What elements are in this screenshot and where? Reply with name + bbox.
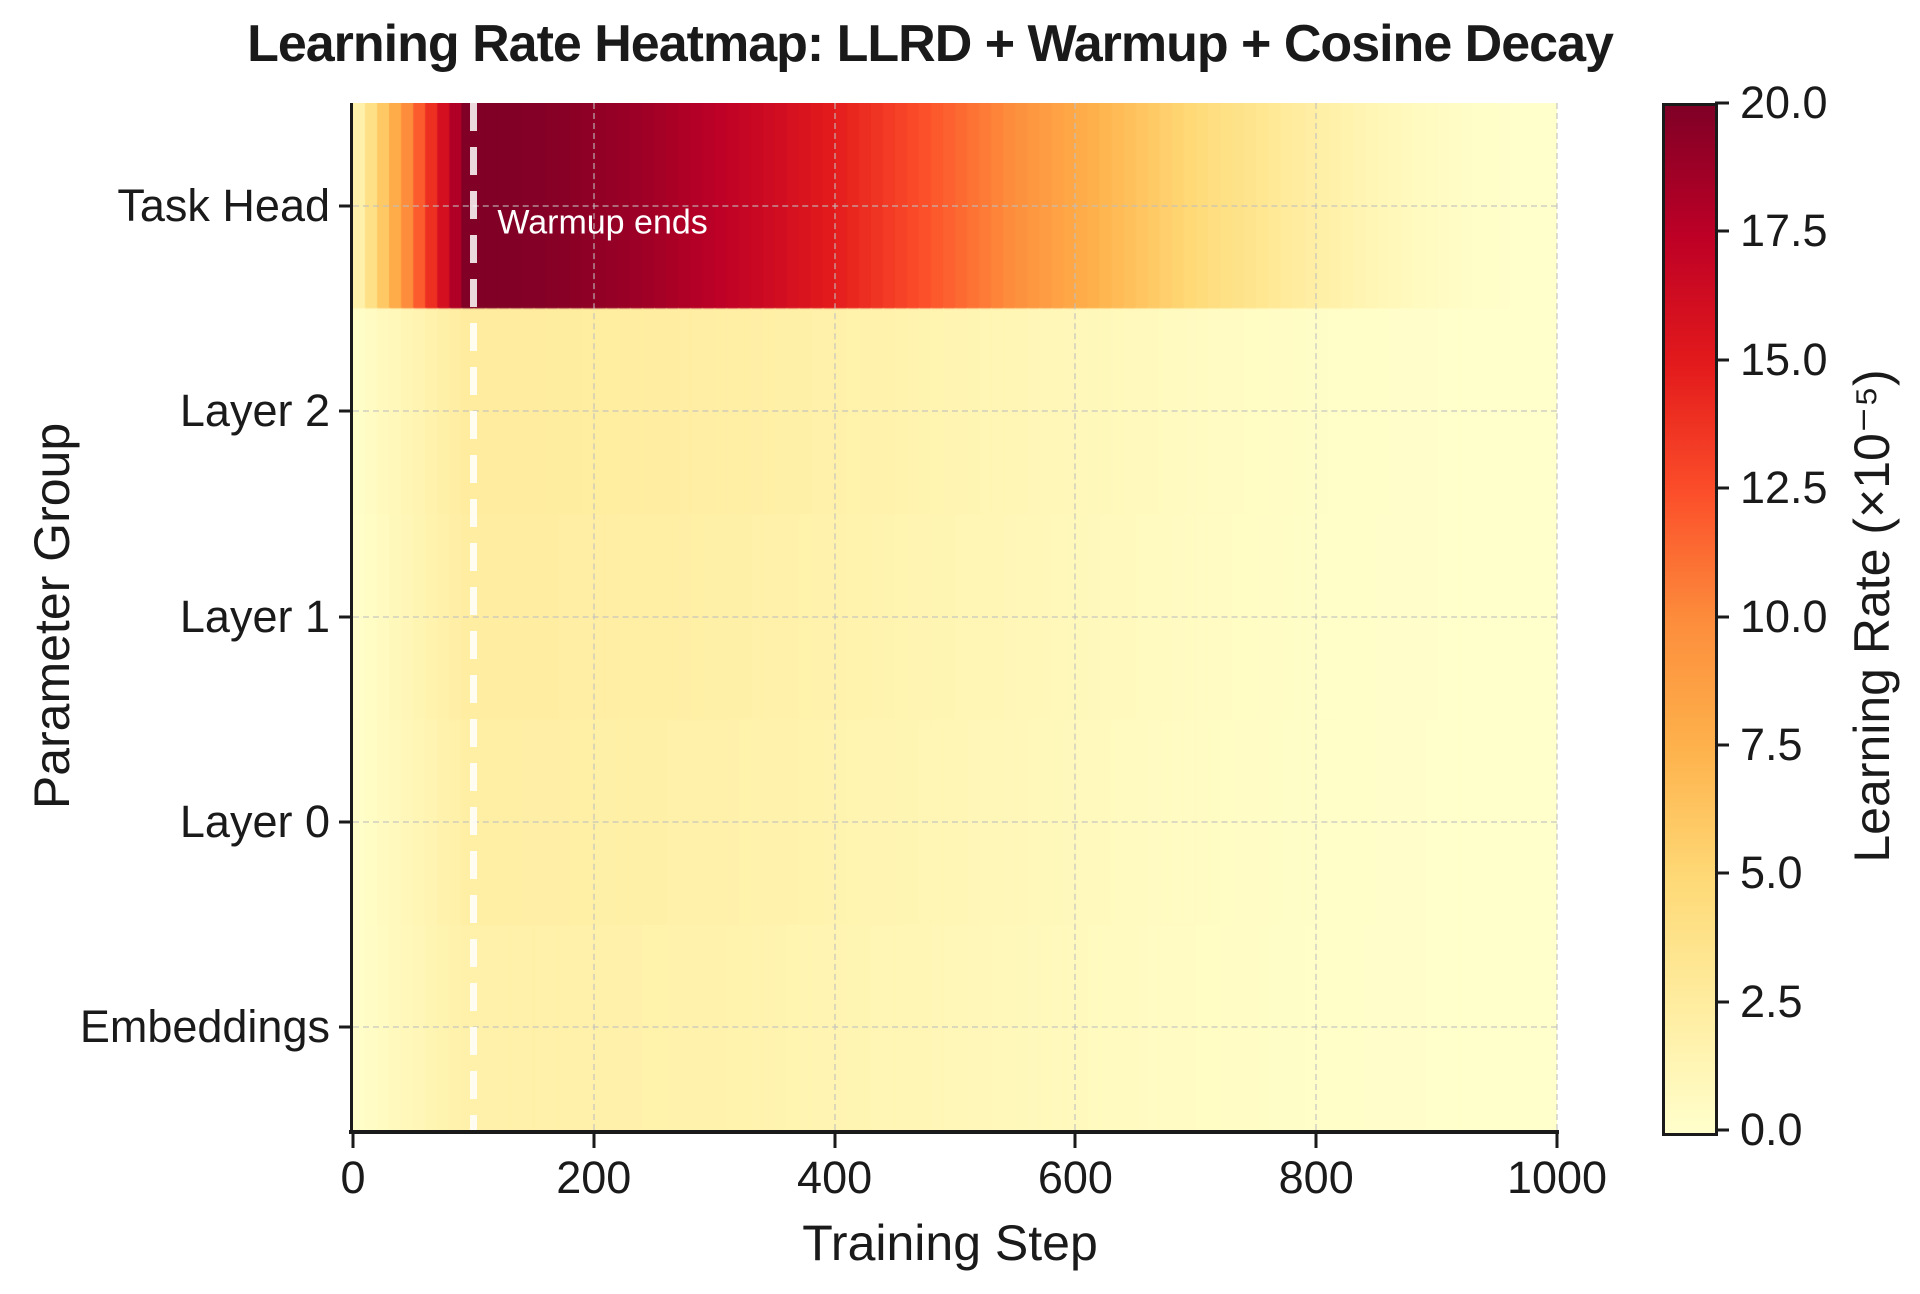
colorbar-tick [1715, 743, 1729, 747]
colorbar-tick-label: 2.5 [1740, 975, 1803, 1027]
x-tick [1314, 1134, 1318, 1148]
colorbar-tick [1715, 229, 1729, 233]
chart-title: Learning Rate Heatmap: LLRD + Warmup + C… [247, 15, 1614, 73]
colorbar-tick-label: 17.5 [1740, 205, 1828, 257]
y-axis-label: Parameter Group [24, 422, 80, 810]
colorbar-tick [1715, 1000, 1729, 1004]
x-tick-label: 800 [1278, 1152, 1354, 1203]
y-tick [339, 409, 353, 413]
x-tick [592, 1134, 596, 1148]
y-tick-label: Layer 1 [179, 590, 330, 642]
colorbar-tick [1715, 871, 1729, 875]
x-axis-label: Training Step [802, 1215, 1098, 1271]
x-tick-label: 0 [340, 1152, 366, 1203]
colorbar-tick [1715, 101, 1729, 105]
x-tick-label: 600 [1037, 1152, 1113, 1203]
warmup-annotation: Warmup ends [497, 203, 708, 242]
x-tick-label: 200 [556, 1152, 632, 1203]
colorbar-tick [1715, 486, 1729, 490]
grid-line-horizontal [353, 820, 1557, 823]
y-tick [339, 820, 353, 824]
colorbar-tick-label: 12.5 [1740, 462, 1828, 514]
grid-line-horizontal [353, 615, 1557, 618]
colorbar-tick [1715, 615, 1729, 618]
colorbar-tick [1715, 358, 1729, 362]
y-tick [339, 1025, 353, 1029]
y-tick [339, 204, 353, 208]
grid-line-horizontal [353, 410, 1557, 413]
y-tick-label: Layer 0 [179, 795, 330, 847]
x-tick [833, 1134, 837, 1148]
colorbar [1662, 103, 1718, 1136]
grid-line-horizontal [353, 1026, 1557, 1029]
y-tick-label: Layer 2 [179, 385, 330, 437]
colorbar-tick [1715, 1128, 1729, 1132]
x-tick [1073, 1134, 1077, 1148]
y-tick [339, 615, 353, 618]
colorbar-tick-label: 15.0 [1740, 333, 1828, 385]
colorbar-tick-label: 0.0 [1740, 1104, 1803, 1155]
colorbar-tick-label: 5.0 [1740, 847, 1803, 899]
x-axis-spine [349, 1130, 1559, 1134]
x-tick [351, 1134, 355, 1148]
y-tick-label: Embeddings [79, 1001, 330, 1053]
x-tick [1555, 1134, 1559, 1148]
grid-line-horizontal [353, 204, 1557, 207]
colorbar-tick-label: 7.5 [1740, 718, 1803, 770]
colorbar-label: Learning Rate (×10⁻⁵) [1844, 369, 1900, 863]
colorbar-tick-label: 10.0 [1740, 590, 1828, 642]
x-tick-label: 1000 [1506, 1152, 1608, 1203]
y-tick-label: Task Head [117, 179, 330, 231]
y-axis-spine [350, 103, 353, 1134]
warmup-end-line [470, 103, 478, 1130]
grid-line-vertical [1556, 103, 1558, 1130]
x-tick-label: 400 [797, 1152, 873, 1203]
colorbar-tick-label: 20.0 [1740, 77, 1828, 128]
